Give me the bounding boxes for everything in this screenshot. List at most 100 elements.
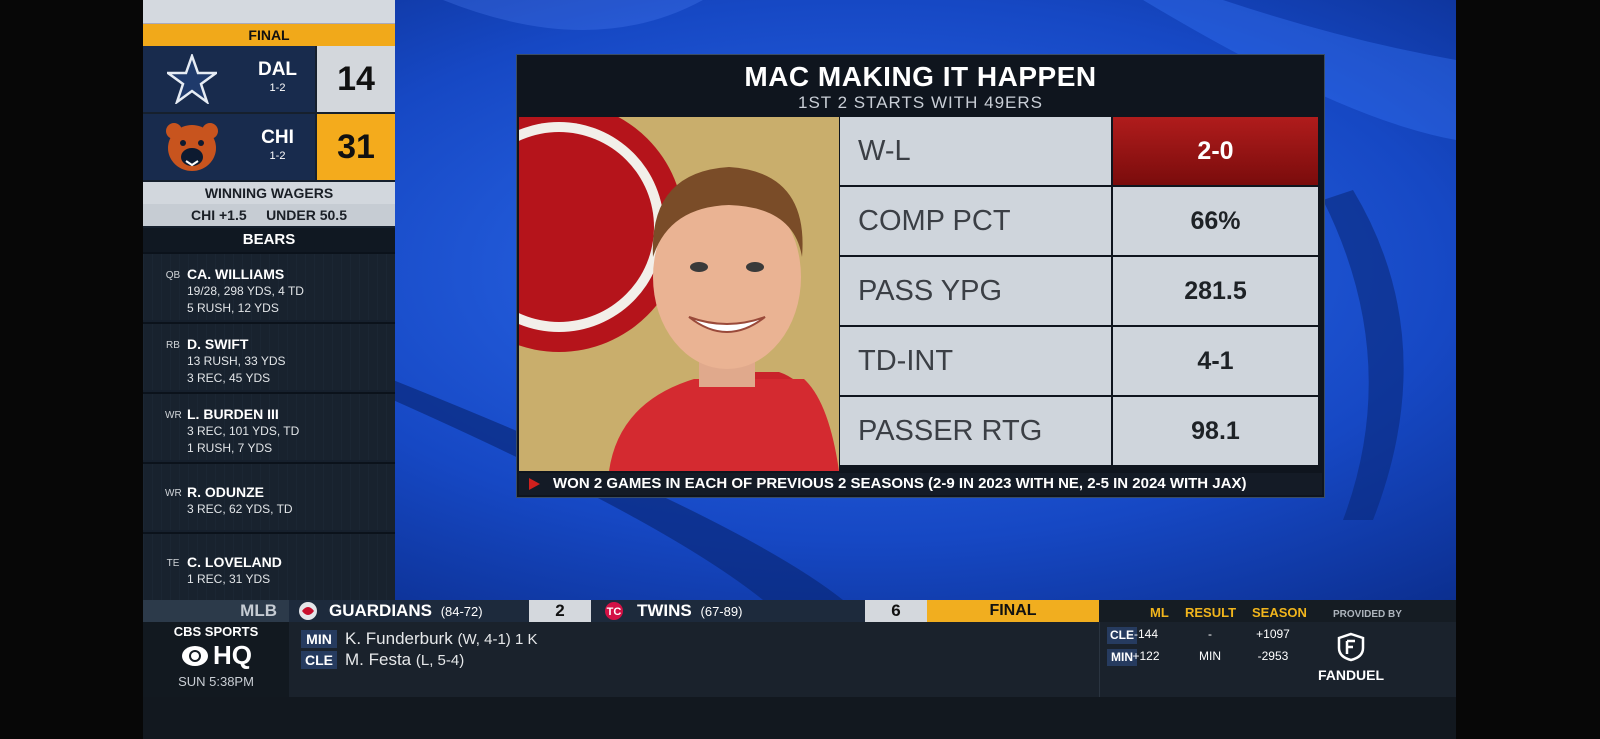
odds-season: -2953 (1257, 649, 1289, 663)
stat-label: TD-INT (840, 327, 1111, 395)
stat-row: PASS YPG 281.5 (840, 257, 1324, 327)
odds-ml: +122 (1132, 649, 1160, 663)
guardians-logo-icon (293, 600, 323, 622)
bears-head-icon (165, 123, 218, 171)
team-record: 1-2 (269, 150, 286, 162)
player-photo (519, 117, 839, 471)
network-branding: CBS SPORTS HQ SUN 5:38PM (143, 622, 289, 697)
ticker-footer-strip (143, 697, 1456, 739)
player-row: WR L. BURDEN III 3 REC, 101 YDS, TD 1 RU… (143, 392, 395, 460)
stat-value-highlight: 2-0 (1113, 117, 1318, 185)
stat-label: PASSER RTG (840, 397, 1111, 465)
pitcher-name: K. Funderburk (345, 629, 453, 648)
sponsor-label: PROVIDED BY (1333, 609, 1402, 620)
player-stat-line: 3 REC, 62 YDS, TD (187, 502, 293, 516)
away-team-name: GUARDIANS (329, 601, 432, 620)
sidebar-top-strip (143, 0, 395, 24)
team-row-away: DAL 1-2 14 (143, 46, 395, 112)
player-name: CA. WILLIAMS (187, 266, 285, 282)
team-abbr-cell: CHI 1-2 (240, 114, 315, 180)
stat-label: COMP PCT (840, 187, 1111, 255)
scoreboard-sidebar: FINAL DAL 1-2 14 (143, 0, 395, 600)
cbs-eye-icon (182, 645, 208, 666)
player-stat-line: 19/28, 298 YDS, 4 TD (187, 284, 304, 298)
away-team-record: (84-72) (440, 604, 483, 619)
away-team: GUARDIANS (84-72) (329, 600, 549, 622)
player-row: WR R. ODUNZE 3 REC, 62 YDS, TD (143, 462, 395, 530)
player-headshot-image (519, 117, 839, 471)
stat-label: PASS YPG (840, 257, 1111, 325)
logo-cell (143, 114, 240, 180)
ticker-detail-bar: CBS SPORTS HQ SUN 5:38PM MIN K. Funderbu… (143, 622, 1456, 697)
player-name: R. ODUNZE (187, 484, 264, 500)
player-name: C. LOVELAND (187, 554, 282, 570)
team-row-home: CHI 1-2 31 (143, 114, 395, 180)
pitcher-detail: (L, 5-4) (415, 652, 465, 669)
bottom-ticker: MLB GUARDIANS (84-72) 2 TC TWINS (67-89)… (143, 600, 1456, 739)
team-abbr: CHI (261, 127, 294, 148)
ticker-score-bar: MLB GUARDIANS (84-72) 2 TC TWINS (67-89)… (143, 600, 1456, 622)
player-position: WR (165, 488, 182, 499)
player-stat-line: 13 RUSH, 33 YDS (187, 354, 286, 368)
odds-team-tag: CLE (1107, 627, 1137, 644)
pitcher-team-tag: MIN (301, 630, 337, 648)
player-stat-line: 5 RUSH, 12 YDS (187, 301, 279, 315)
player-stat-line: 3 REC, 45 YDS (187, 371, 271, 385)
pitcher-line: M. Festa (L, 5-4) (345, 650, 464, 670)
odds-ml: -144 (1133, 627, 1159, 641)
stat-row: PASSER RTG 98.1 (840, 397, 1324, 467)
stat-card: MAC MAKING IT HAPPEN 1ST 2 STARTS WITH 4… (516, 54, 1325, 498)
player-row: RB D. SWIFT 13 RUSH, 33 YDS 3 REC, 45 YD… (143, 322, 395, 390)
card-footnote: WON 2 GAMES IN EACH OF PREVIOUS 2 SEASON… (519, 473, 1322, 495)
stat-value: 4-1 (1113, 327, 1318, 395)
stat-row: COMP PCT 66% (840, 187, 1324, 257)
home-team-name: TWINS (637, 601, 692, 620)
winning-wagers-title: WINNING WAGERS (143, 182, 395, 204)
broadcast-screen: FINAL DAL 1-2 14 (143, 0, 1456, 739)
odds-header: SEASON (1252, 605, 1307, 620)
player-position: RB (166, 340, 180, 351)
team-abbr-cell: DAL 1-2 (240, 46, 315, 112)
play-arrow-icon (529, 478, 540, 490)
player-position: WR (165, 410, 182, 421)
player-row: TE C. LOVELAND 1 REC, 31 YDS (143, 532, 395, 600)
odds-result: - (1208, 627, 1212, 641)
winning-wagers: CHI +1.5 UNDER 50.5 (143, 204, 395, 226)
network-hq: HQ (143, 640, 289, 671)
away-score: 2 (529, 600, 591, 622)
player-stat-line: 1 RUSH, 7 YDS (187, 441, 273, 455)
pitcher-name: M. Festa (345, 650, 412, 669)
player-stat-line: 1 REC, 31 YDS (187, 572, 271, 586)
stat-label: W-L (840, 117, 1111, 185)
stat-row: TD-INT 4-1 (840, 327, 1324, 397)
pitcher-line: K. Funderburk (W, 4-1) 1 K (345, 629, 538, 649)
team-score: 14 (317, 46, 395, 112)
network-hq-text: HQ (213, 640, 252, 670)
twins-logo-icon: TC (599, 600, 629, 622)
card-subtitle: 1ST 2 STARTS WITH 49ERS (797, 93, 1043, 112)
odds-result: MIN (1199, 649, 1221, 663)
footnote-text: WON 2 GAMES IN EACH OF PREVIOUS 2 SEASON… (553, 475, 1247, 492)
ticker-status: FINAL (927, 600, 1099, 622)
player-name: D. SWIFT (187, 336, 249, 352)
player-stat-line: 3 REC, 101 YDS, TD (187, 424, 300, 438)
player-name: L. BURDEN III (187, 406, 279, 422)
game-status: FINAL (143, 24, 395, 46)
svg-text:TC: TC (607, 606, 622, 618)
stat-row: W-L 2-0 (840, 117, 1324, 187)
card-title: MAC MAKING IT HAPPEN (744, 61, 1097, 92)
network-name: CBS SPORTS (173, 624, 259, 639)
team-record: 1-2 (269, 82, 286, 94)
fanduel-branding: FANDUEL (1311, 632, 1391, 683)
player-position: TE (166, 558, 180, 569)
stat-value: 66% (1113, 187, 1318, 255)
stat-value: 98.1 (1113, 397, 1318, 465)
team-abbr: DAL (257, 59, 298, 80)
pitcher-detail: (W, 4-1) 1 K (457, 631, 538, 648)
league-label: MLB (143, 600, 289, 622)
logo-cell (143, 46, 240, 112)
team-score: 31 (317, 114, 395, 180)
home-team-record: (67-89) (700, 604, 743, 619)
divider (1099, 622, 1100, 697)
player-row: QB CA. WILLIAMS 19/28, 298 YDS, 4 TD 5 R… (143, 252, 395, 320)
